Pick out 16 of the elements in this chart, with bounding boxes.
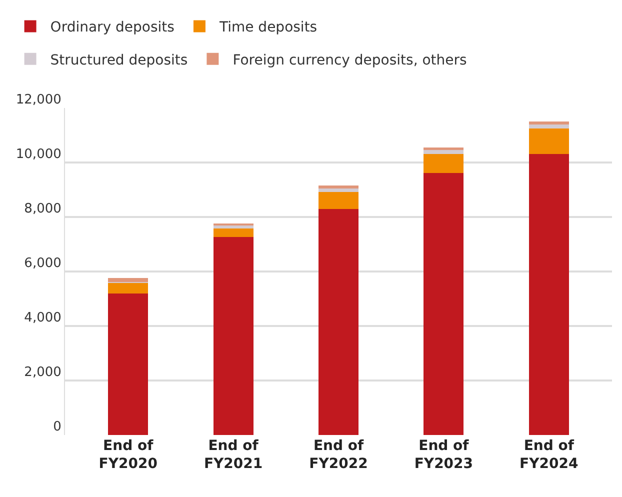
y-tick-label: 10,000 — [16, 146, 62, 162]
x-tick-label: End of FY2023 — [414, 438, 474, 472]
legend-label: Ordinary deposits — [50, 20, 174, 36]
legend-label: Time deposits — [218, 20, 318, 36]
y-tick-label: 0 — [53, 419, 62, 434]
x-tick-label: End of FY2021 — [204, 438, 263, 472]
x-tick-label: End of FY2020 — [98, 438, 158, 472]
y-tick-label: 4,000 — [24, 310, 62, 326]
legend-label: Foreign currency deposits, others — [232, 52, 467, 68]
x-tick-label: End of FY2022 — [309, 438, 368, 472]
legend-label: Structured deposits — [50, 52, 188, 68]
y-tick-label: 2,000 — [24, 364, 62, 380]
y-tick-label: 8,000 — [24, 201, 62, 216]
y-tick-label: 6,000 — [24, 256, 62, 271]
y-tick-label: 12,000 — [16, 92, 62, 108]
x-tick-label: End of FY2024 — [520, 438, 578, 472]
